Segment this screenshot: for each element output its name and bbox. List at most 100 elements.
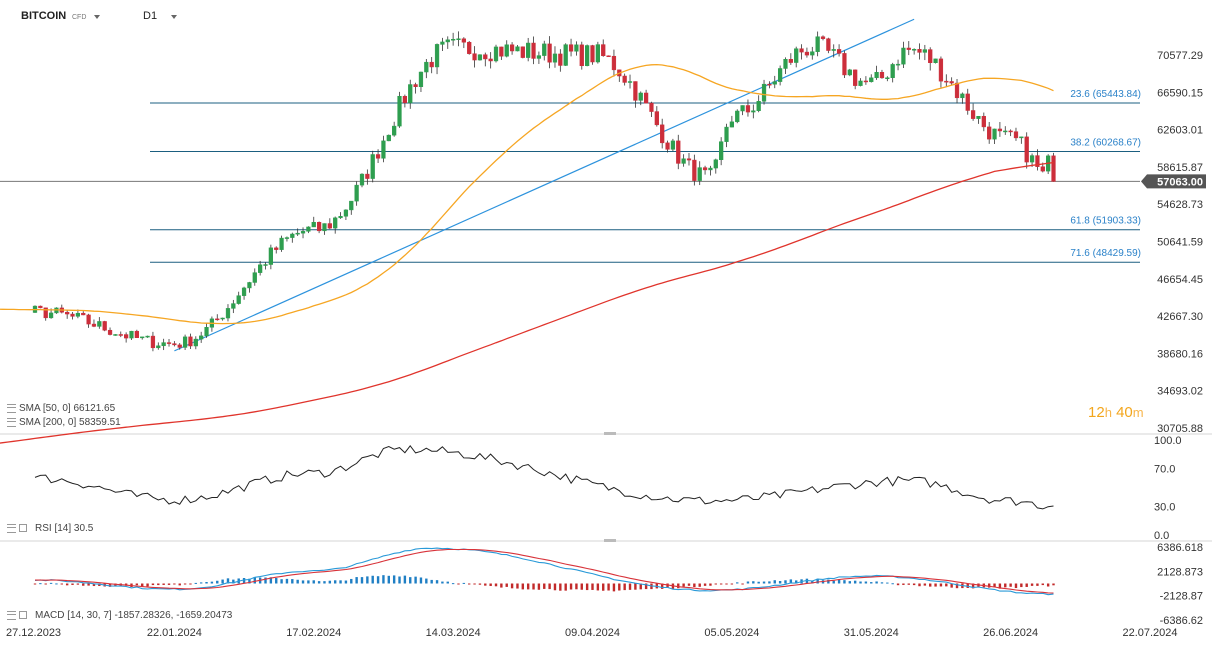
candle bbox=[290, 232, 295, 243]
macd-histogram-bar bbox=[537, 583, 541, 590]
indicator-settings-icon[interactable] bbox=[7, 610, 16, 620]
candle bbox=[729, 115, 735, 128]
macd-histogram-bar bbox=[441, 581, 444, 584]
candle bbox=[54, 307, 59, 314]
candle bbox=[386, 134, 391, 142]
candle bbox=[263, 262, 268, 270]
candle bbox=[724, 123, 729, 148]
candle-body bbox=[531, 42, 536, 59]
candle bbox=[831, 44, 836, 58]
candle-body bbox=[853, 69, 858, 86]
candle bbox=[922, 44, 927, 61]
macd-histogram-bar bbox=[714, 583, 717, 585]
macd-histogram-bar bbox=[409, 577, 412, 584]
candle-body bbox=[954, 82, 960, 99]
macd-histogram-bar bbox=[832, 580, 835, 584]
candle-body bbox=[70, 313, 75, 317]
candle bbox=[91, 319, 97, 328]
candle bbox=[188, 333, 193, 349]
macd-histogram-bar bbox=[489, 583, 492, 586]
macd-histogram-bar bbox=[644, 583, 648, 590]
candle-body bbox=[504, 44, 509, 57]
macd-legend[interactable]: MACD [14, 30, 7] -1857.28326, -1659.2047… bbox=[7, 610, 232, 621]
candle bbox=[156, 342, 161, 350]
macd-histogram-bar bbox=[591, 583, 594, 590]
indicator-close-icon[interactable] bbox=[19, 611, 27, 620]
candle-body bbox=[1024, 136, 1029, 163]
candle bbox=[204, 322, 209, 338]
candle-body bbox=[976, 115, 981, 119]
indicator-close-icon[interactable] bbox=[19, 524, 27, 533]
sma200-legend[interactable]: SMA [200, 0] 58359.51 bbox=[7, 417, 121, 428]
candle bbox=[917, 43, 922, 60]
macd-histogram-bar bbox=[880, 582, 884, 584]
macd-histogram-bar bbox=[752, 581, 755, 584]
timeframe-dropdown-icon[interactable] bbox=[171, 15, 177, 19]
macd-histogram-bar bbox=[65, 583, 69, 586]
macd-histogram-bar bbox=[366, 576, 369, 584]
rsi-legend[interactable]: RSI [14] 30.5 bbox=[7, 523, 93, 534]
macd-histogram-bar bbox=[55, 583, 58, 585]
candle-body bbox=[322, 223, 327, 232]
candle-body bbox=[697, 167, 702, 181]
timeframe-label[interactable]: D1 bbox=[143, 10, 158, 22]
candle-body bbox=[343, 209, 349, 217]
macd-histogram-bar bbox=[60, 583, 64, 585]
candle-body bbox=[118, 334, 123, 336]
candle bbox=[456, 31, 461, 47]
candle bbox=[236, 291, 241, 305]
candle-body bbox=[997, 128, 1003, 132]
macd-line bbox=[34, 547, 1054, 596]
indicator-settings-icon[interactable] bbox=[7, 403, 16, 413]
macd-histogram-bar bbox=[827, 579, 830, 584]
candle-body bbox=[450, 38, 456, 41]
macd-histogram-bar bbox=[162, 583, 165, 585]
macd-histogram-bar bbox=[526, 583, 530, 590]
symbol-dropdown-icon[interactable] bbox=[94, 15, 100, 19]
candle-body bbox=[606, 55, 611, 58]
macd-histogram-bar bbox=[998, 583, 1002, 589]
macd-histogram-bar bbox=[553, 583, 557, 591]
candle bbox=[258, 260, 263, 276]
fib-level-label: 23.6 (65443.84) bbox=[1070, 89, 1141, 100]
sma50-legend[interactable]: SMA [50, 0] 66121.65 bbox=[7, 403, 115, 414]
macd-histogram-bar bbox=[580, 583, 583, 590]
indicator-settings-icon[interactable] bbox=[7, 523, 16, 533]
candle bbox=[777, 65, 783, 86]
candle bbox=[381, 135, 386, 163]
macd-histogram-bar bbox=[285, 578, 289, 584]
macd-histogram-bar bbox=[221, 579, 224, 584]
macd-histogram-bar bbox=[317, 581, 321, 584]
candle bbox=[1046, 154, 1051, 175]
candle bbox=[209, 316, 215, 332]
symbol-name[interactable]: BITCOIN bbox=[21, 10, 67, 22]
candle bbox=[107, 327, 113, 336]
candle-body bbox=[43, 307, 48, 319]
macd-histogram-bar bbox=[848, 581, 852, 584]
macd-histogram-bar bbox=[173, 583, 176, 585]
price-axis-tick: 70577.29 bbox=[1157, 50, 1203, 62]
candle bbox=[370, 150, 375, 183]
candle bbox=[617, 69, 622, 82]
candle-body bbox=[1019, 136, 1024, 139]
candle-countdown-timer: 12h 40m bbox=[1088, 404, 1144, 421]
candle-body bbox=[702, 167, 708, 171]
candle bbox=[772, 75, 777, 89]
macd-histogram-bar bbox=[92, 583, 96, 587]
candle bbox=[434, 43, 440, 75]
macd-histogram-bar bbox=[709, 583, 712, 586]
candle bbox=[225, 304, 231, 322]
candle-body bbox=[794, 48, 799, 63]
macd-histogram-bar bbox=[870, 582, 873, 584]
indicator-settings-icon[interactable] bbox=[7, 417, 16, 427]
candle-body bbox=[949, 81, 954, 84]
candle bbox=[981, 112, 986, 132]
candle bbox=[627, 74, 633, 89]
candle bbox=[365, 169, 370, 185]
macd-histogram-bar bbox=[634, 583, 637, 590]
candle-body bbox=[879, 71, 885, 79]
candle bbox=[1008, 129, 1013, 137]
panel-resize-handle bbox=[604, 432, 616, 435]
candle-body bbox=[140, 336, 145, 339]
